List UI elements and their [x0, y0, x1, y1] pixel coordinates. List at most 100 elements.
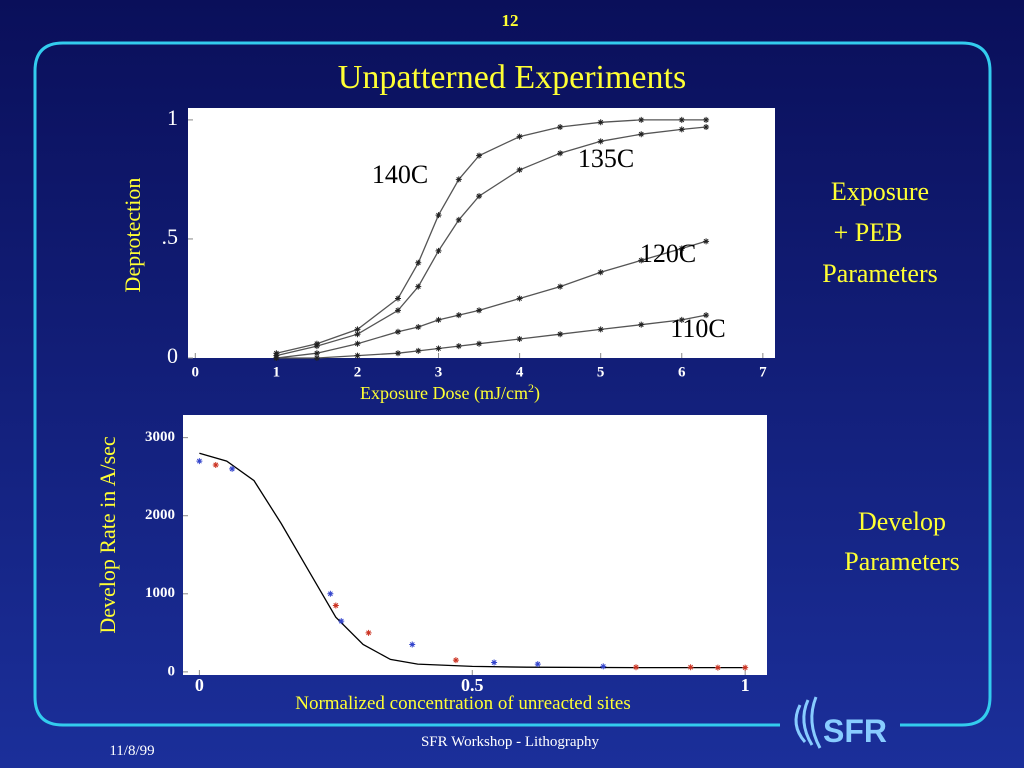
data-point — [476, 307, 483, 314]
data-point — [678, 126, 685, 133]
series-line — [276, 314, 707, 359]
data-point — [557, 283, 564, 290]
series-label: 135C — [578, 144, 634, 173]
footer-date: 11/8/99 — [109, 743, 154, 759]
x-tick-label: 0 — [195, 675, 204, 695]
data-point — [597, 119, 604, 126]
data-point — [687, 664, 694, 671]
data-point — [196, 458, 203, 465]
data-point — [229, 465, 236, 472]
slide-title: Unpatterned Experiments — [338, 59, 686, 96]
y-tick-label: 2000 — [145, 507, 175, 523]
logo-arc — [794, 696, 822, 749]
x-tick-label: 4 — [516, 364, 524, 380]
data-point — [597, 138, 604, 145]
y-tick-label: 0 — [168, 663, 176, 679]
x-tick-label: 2 — [354, 364, 362, 380]
data-point — [638, 131, 645, 138]
data-point — [678, 116, 685, 123]
data-point — [354, 340, 361, 347]
data-point — [678, 316, 685, 323]
data-point — [476, 152, 483, 159]
data-point — [415, 347, 422, 354]
data-point — [338, 618, 345, 625]
logo: SFR — [794, 696, 887, 749]
data-point — [516, 295, 523, 302]
data-point — [409, 641, 416, 648]
data-point — [273, 355, 280, 361]
x-tick-label: 7 — [759, 364, 767, 380]
data-point — [516, 133, 523, 140]
data-point — [703, 124, 710, 131]
plot-area — [183, 415, 767, 675]
y-tick-label: 0 — [167, 343, 178, 368]
y-tick-label: 1000 — [145, 585, 175, 601]
data-point — [394, 307, 401, 314]
data-point — [638, 257, 645, 264]
data-point — [313, 343, 320, 350]
data-point — [394, 295, 401, 302]
y-tick-label: 1 — [167, 105, 178, 130]
data-point — [476, 340, 483, 347]
data-point — [394, 328, 401, 335]
data-point — [435, 247, 442, 254]
data-point — [313, 350, 320, 357]
series-label: 140C — [372, 160, 428, 189]
x-axis-label: Normalized concentration of unreacted si… — [295, 693, 631, 714]
series-line — [276, 240, 707, 359]
data-point — [534, 661, 541, 668]
side-note: + PEB — [834, 218, 903, 247]
data-point — [516, 166, 523, 173]
data-point — [415, 283, 422, 290]
data-point — [435, 316, 442, 323]
data-point — [557, 124, 564, 131]
side-note: Parameters — [822, 259, 938, 288]
data-point — [491, 659, 498, 666]
data-point — [415, 259, 422, 266]
x-axis-label-part: Exposure Dose (mJ/cm — [360, 383, 528, 404]
side-note: Develop — [858, 507, 946, 536]
data-point — [638, 116, 645, 123]
x-tick-label: 0 — [192, 364, 200, 380]
side-note: Exposure — [831, 177, 929, 206]
x-tick-label: 0.5 — [461, 675, 484, 695]
data-point — [703, 116, 710, 123]
data-point — [597, 326, 604, 333]
side-note: Parameters — [844, 547, 960, 576]
data-point — [354, 326, 361, 333]
data-point — [455, 176, 462, 183]
y-axis-label: Deprotection — [120, 178, 145, 293]
series-line — [276, 119, 707, 354]
data-point — [714, 664, 721, 671]
x-tick-label: 6 — [678, 364, 686, 380]
x-axis-label: Exposure Dose (mJ/cm2) — [360, 381, 540, 404]
data-point — [455, 216, 462, 223]
footer-event: SFR Workshop - Lithography — [421, 734, 600, 750]
data-point — [557, 331, 564, 338]
data-point — [678, 245, 685, 252]
series-line — [199, 452, 746, 669]
x-tick-label: 3 — [435, 364, 443, 380]
data-point — [452, 657, 459, 664]
data-point — [313, 355, 320, 361]
data-point — [597, 269, 604, 276]
data-point — [354, 331, 361, 338]
plot-area — [188, 108, 775, 358]
data-point — [332, 602, 339, 609]
y-axis-label: Develop Rate in A/sec — [95, 436, 120, 634]
x-tick-label: 1 — [273, 364, 281, 380]
data-point — [703, 312, 710, 319]
data-point — [703, 238, 710, 245]
data-point — [633, 664, 640, 671]
series-line — [276, 126, 707, 357]
data-point — [476, 193, 483, 200]
y-tick-label: 3000 — [145, 429, 175, 445]
data-point — [435, 345, 442, 352]
data-point — [455, 343, 462, 350]
data-point — [394, 350, 401, 357]
data-point — [415, 324, 422, 331]
data-point — [212, 461, 219, 468]
data-point — [365, 629, 372, 636]
data-point — [600, 663, 607, 670]
